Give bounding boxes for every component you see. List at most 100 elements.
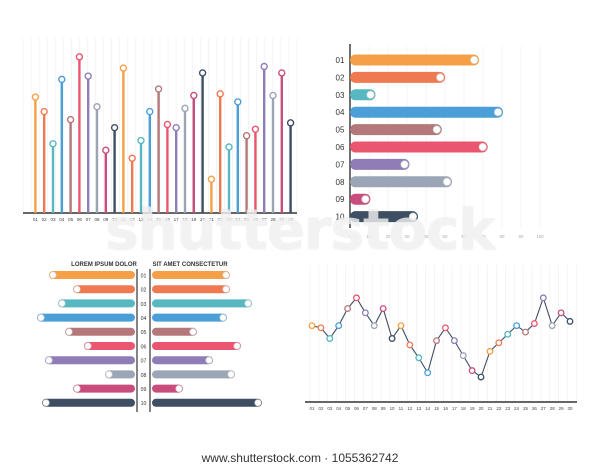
lollipop-head xyxy=(242,132,251,140)
lollipop-head xyxy=(31,93,40,101)
left-bar xyxy=(49,271,135,279)
data-point xyxy=(308,322,316,330)
lollipop-head xyxy=(119,64,128,72)
lollipop-head xyxy=(102,146,110,154)
lollipop-head xyxy=(93,103,101,111)
left-bar xyxy=(65,327,135,336)
x-tick-label: 80 xyxy=(500,234,505,239)
lollipop-head xyxy=(84,72,92,80)
right-bar xyxy=(152,384,183,393)
data-point xyxy=(477,373,485,381)
data-point xyxy=(468,367,476,375)
data-point xyxy=(424,369,432,377)
lollipop-head xyxy=(216,90,224,98)
y-tick-label: 09 xyxy=(336,195,345,204)
x-tick-label: 18 xyxy=(182,217,188,222)
lollipop-head xyxy=(225,143,233,151)
x-tick-label: 11 xyxy=(399,406,404,411)
x-tick-label: 100 xyxy=(536,234,544,239)
category-label: 01 xyxy=(141,273,147,279)
y-tick-label: 01 xyxy=(336,56,345,65)
x-tick-label: 14 xyxy=(425,406,430,411)
data-point xyxy=(433,337,441,345)
left-bar-knob xyxy=(84,342,92,350)
right-bar xyxy=(152,285,230,294)
y-tick-label: 03 xyxy=(336,91,345,100)
x-tick-label: 13 xyxy=(138,217,144,222)
right-bar xyxy=(152,313,227,322)
bar xyxy=(350,176,452,188)
watermark-footer: www.shutterstock.com · 1055362742 xyxy=(0,446,600,470)
x-tick-label: 27 xyxy=(541,406,546,411)
x-tick-label: 02 xyxy=(42,217,48,222)
lollipop-head xyxy=(172,123,180,132)
left-bar-knob xyxy=(105,370,113,378)
x-tick-label: 04 xyxy=(336,406,341,411)
lollipop-head xyxy=(190,91,198,100)
bar-end-knob xyxy=(408,212,417,221)
horizontal-bar-chart xyxy=(349,44,541,228)
x-tick-label: 17 xyxy=(452,406,457,411)
data-point xyxy=(450,337,458,345)
data-point xyxy=(335,322,343,330)
lollipop-head xyxy=(269,91,277,100)
x-tick-label: 01 xyxy=(33,217,39,222)
x-tick-label: 21 xyxy=(487,406,492,411)
x-tick-label: 04 xyxy=(59,217,65,222)
x-tick-label: 03 xyxy=(50,217,56,222)
x-tick-label: 28 xyxy=(270,217,276,222)
right-bar-knob xyxy=(219,314,227,322)
x-tick-label: 06 xyxy=(77,217,83,222)
x-tick-label: 09 xyxy=(381,406,386,411)
x-tick-label: 19 xyxy=(191,217,197,222)
category-label: 06 xyxy=(141,344,147,350)
lollipop-head xyxy=(278,69,286,77)
x-tick-label: 15 xyxy=(156,217,162,222)
data-point xyxy=(397,322,405,330)
left-bar-knob xyxy=(49,271,57,279)
right-bar-knob xyxy=(233,342,241,350)
left-bar-knob xyxy=(73,385,81,393)
category-label: 03 xyxy=(141,302,147,308)
category-label: 07 xyxy=(141,359,147,365)
right-bar xyxy=(152,370,235,379)
left-bar xyxy=(73,285,135,294)
left-bar xyxy=(73,384,135,393)
category-label: 09 xyxy=(141,387,147,393)
lollipop-head xyxy=(251,125,260,133)
x-tick-label: 16 xyxy=(443,406,448,411)
right-bar xyxy=(152,356,213,365)
category-label: 04 xyxy=(141,316,147,322)
x-tick-label: 26 xyxy=(253,217,259,222)
lollipop-head xyxy=(128,154,136,162)
x-tick-label: 20 xyxy=(200,217,206,222)
bar xyxy=(350,211,418,223)
x-tick-label: 13 xyxy=(416,406,421,411)
x-tick-label: 10 xyxy=(112,217,118,222)
left-bar-knob xyxy=(42,399,50,407)
data-point xyxy=(379,305,387,312)
x-tick-label: 25 xyxy=(523,406,528,411)
right-bar-knob xyxy=(205,356,213,364)
data-point xyxy=(370,322,378,330)
lollipop-head xyxy=(181,104,189,113)
diverging-bar-chart xyxy=(37,269,262,412)
bar-end-knob xyxy=(478,142,487,151)
right-bar-knob xyxy=(175,385,183,393)
x-tick-label: 27 xyxy=(262,217,268,222)
x-tick-label: 70 xyxy=(481,234,486,239)
x-tick-label: 22 xyxy=(218,217,224,222)
data-point xyxy=(353,294,360,302)
bar-end-knob xyxy=(361,195,370,204)
lollipop-head xyxy=(75,53,84,61)
bar xyxy=(350,141,488,153)
bar-end-knob xyxy=(432,125,441,134)
x-tick-label: 40 xyxy=(424,234,429,239)
right-bar xyxy=(152,271,230,279)
right-bar-knob xyxy=(254,399,262,407)
right-bar-knob xyxy=(189,328,197,336)
left-bar-knob xyxy=(73,285,81,293)
lollipop-head xyxy=(110,123,119,132)
y-tick-label: 02 xyxy=(336,73,345,82)
x-tick-label: 11 xyxy=(121,217,126,222)
